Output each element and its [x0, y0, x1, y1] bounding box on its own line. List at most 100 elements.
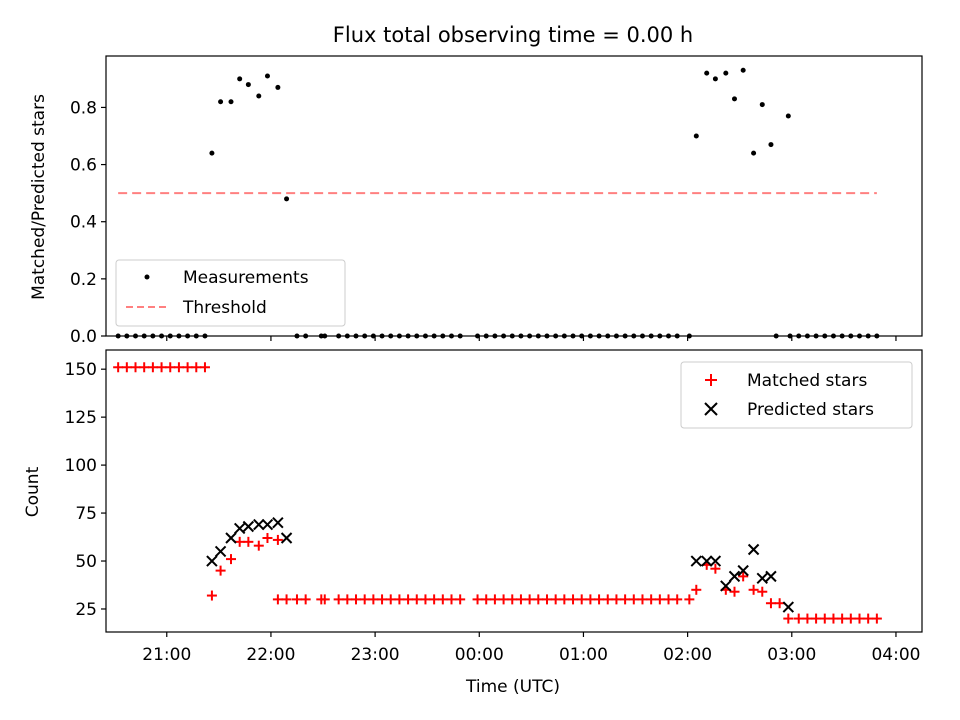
top-y-axis-label: Matched/Predicted stars — [29, 94, 49, 300]
matched-star-point — [628, 594, 639, 605]
bottom-y-tick-label: 50 — [75, 552, 97, 572]
legend-measurements-marker — [144, 274, 150, 280]
matched-star-point — [854, 613, 865, 624]
matched-star-point — [710, 563, 721, 574]
measurement-point — [704, 70, 710, 76]
matched-star-point — [691, 584, 702, 595]
measurement-point — [693, 133, 699, 139]
legend-matched-label: Matched stars — [747, 371, 867, 391]
measurement-point — [237, 76, 243, 82]
matched-star-point — [550, 594, 561, 605]
matched-star-point — [165, 362, 176, 373]
matched-star-point — [226, 554, 237, 565]
bottom-y-tick-label: 75 — [75, 504, 97, 524]
matched-star-point — [333, 594, 344, 605]
legend-predicted-label: Predicted stars — [747, 400, 874, 420]
top-axes-frame — [105, 55, 923, 337]
measurement-point — [785, 113, 791, 119]
matched-star-point — [663, 594, 674, 605]
predicted-star-point — [756, 572, 768, 584]
matched-star-point — [481, 594, 492, 605]
x-tick-label: 22:00 — [246, 645, 295, 665]
bottom-panel: Count Time (UTC) 21:00 22:00 23:00 00:00 01:… — [23, 349, 923, 697]
measurement-point — [759, 102, 765, 108]
matched-star-point — [620, 594, 631, 605]
x-tick-label: 01:00 — [559, 645, 608, 665]
matched-star-point — [819, 613, 830, 624]
matched-star-point — [234, 536, 245, 547]
x-tick-label: 00:00 — [455, 645, 504, 665]
top-y-tick-label: 0.6 — [70, 156, 97, 176]
measurement-point — [256, 93, 262, 99]
x-tick-label: 02:00 — [663, 645, 712, 665]
matched-star-point — [199, 362, 210, 373]
matched-star-point — [359, 594, 370, 605]
legend-measurements-label: Measurements — [183, 268, 309, 288]
chart-title: Flux total observing time = 0.00 h — [333, 23, 693, 47]
measurement-point — [723, 70, 729, 76]
matched-star-point — [455, 594, 466, 605]
bottom-y-tick-label: 25 — [75, 600, 97, 620]
measurement-point — [731, 96, 737, 102]
top-legend-box — [115, 259, 346, 327]
matched-star-point — [837, 613, 848, 624]
predicted-star-point — [765, 570, 777, 583]
matched-star-point — [748, 584, 759, 595]
matched-star-point — [783, 613, 794, 624]
top-plot-area: 0.0 0.2 0.4 0.6 0.8 — [70, 67, 897, 347]
measurement-point — [228, 99, 234, 105]
matched-star-point — [394, 594, 405, 605]
bottom-y-tick-label: 125 — [65, 408, 97, 428]
measurement-point — [712, 76, 718, 82]
legend-predicted-marker — [704, 402, 718, 416]
matched-star-point — [215, 565, 226, 576]
predicted-star-point — [261, 518, 274, 531]
matched-star-point — [429, 594, 440, 605]
matched-star-point — [472, 594, 483, 605]
matched-star-point — [281, 594, 292, 605]
matched-star-point — [368, 594, 379, 605]
bottom-y-axis-label: Count — [23, 466, 43, 517]
matched-star-point — [637, 594, 648, 605]
predicted-star-point — [280, 532, 293, 544]
predicted-star-point — [690, 555, 703, 567]
measurement-point — [751, 150, 757, 156]
matched-star-point — [802, 613, 813, 624]
top-y-tick-label: 0.2 — [70, 270, 97, 290]
matched-star-point — [811, 613, 822, 624]
matched-star-point — [342, 594, 353, 605]
matched-star-point — [291, 594, 302, 605]
matched-star-point — [559, 594, 570, 605]
predicted-star-point — [709, 555, 722, 567]
matched-star-point — [524, 594, 535, 605]
bottom-y-tick-label: 150 — [65, 360, 97, 380]
matched-star-point — [351, 594, 362, 605]
bottom-plot-area: 21:00 22:00 23:00 00:00 01:00 02:00 03:00 04:00… — [65, 360, 921, 665]
matched-star-point — [191, 362, 202, 373]
predicted-star-point — [720, 580, 732, 592]
measurement-point — [218, 99, 224, 105]
measurement-point — [284, 196, 290, 202]
predicted-star-point — [737, 564, 749, 577]
matched-star-point — [147, 362, 158, 373]
matched-star-point — [533, 594, 544, 605]
x-tick-label: 03:00 — [767, 645, 816, 665]
matched-star-point — [541, 594, 552, 605]
measurement-point — [245, 82, 251, 88]
predicted-star-point — [253, 518, 265, 531]
matched-star-point — [576, 594, 587, 605]
matched-star-point — [738, 571, 749, 582]
matched-star-point — [262, 533, 273, 543]
matched-star-point — [515, 594, 526, 605]
top-y-tick-label: 0.0 — [70, 327, 97, 347]
bottom-legend-box — [680, 361, 913, 429]
predicted-star-point — [225, 532, 237, 544]
matched-star-point — [498, 594, 509, 605]
matched-star-point — [568, 594, 579, 605]
matched-star-point — [377, 594, 388, 605]
measurement-point — [768, 142, 774, 148]
matched-star-point — [411, 594, 422, 605]
matched-star-point — [594, 594, 605, 605]
matched-star-point — [489, 594, 500, 605]
